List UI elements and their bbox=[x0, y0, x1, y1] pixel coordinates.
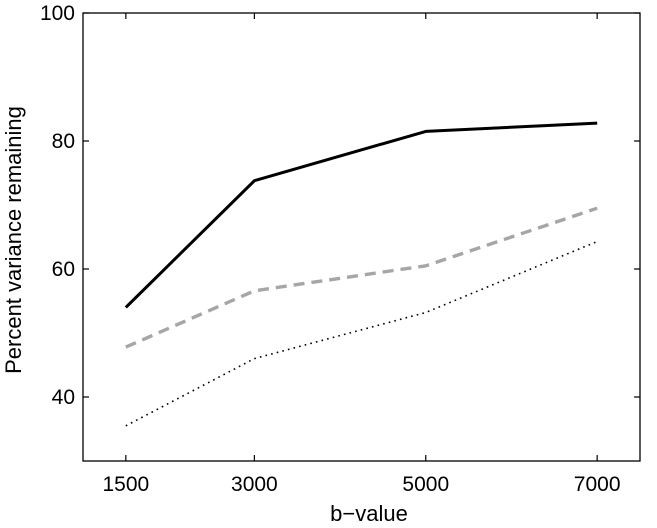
y-tick-label: 80 bbox=[52, 130, 75, 153]
x-axis-ticks: 1500 3000 5000 7000 bbox=[102, 13, 621, 496]
y-tick-label: 100 bbox=[40, 2, 75, 25]
plot-area-border bbox=[82, 12, 641, 462]
y-axis-ticks: 40 60 80 100 bbox=[40, 2, 640, 409]
series-solid-line bbox=[124, 121, 598, 309]
x-tick-label: 3000 bbox=[231, 473, 278, 496]
x-tick-label: 1500 bbox=[102, 473, 149, 496]
x-tick-label: 7000 bbox=[574, 473, 621, 496]
series-dashed-line bbox=[125, 206, 598, 349]
series-dotted-line bbox=[125, 240, 598, 427]
y-tick-label: 60 bbox=[52, 258, 75, 281]
plot-frame bbox=[82, 12, 641, 462]
y-tick-label: 40 bbox=[52, 386, 75, 409]
x-axis-label: b−value bbox=[330, 501, 408, 526]
x-tick-label: 5000 bbox=[402, 473, 449, 496]
series-layer bbox=[124, 121, 598, 427]
y-axis-label: Percent variance remaining bbox=[1, 106, 26, 374]
